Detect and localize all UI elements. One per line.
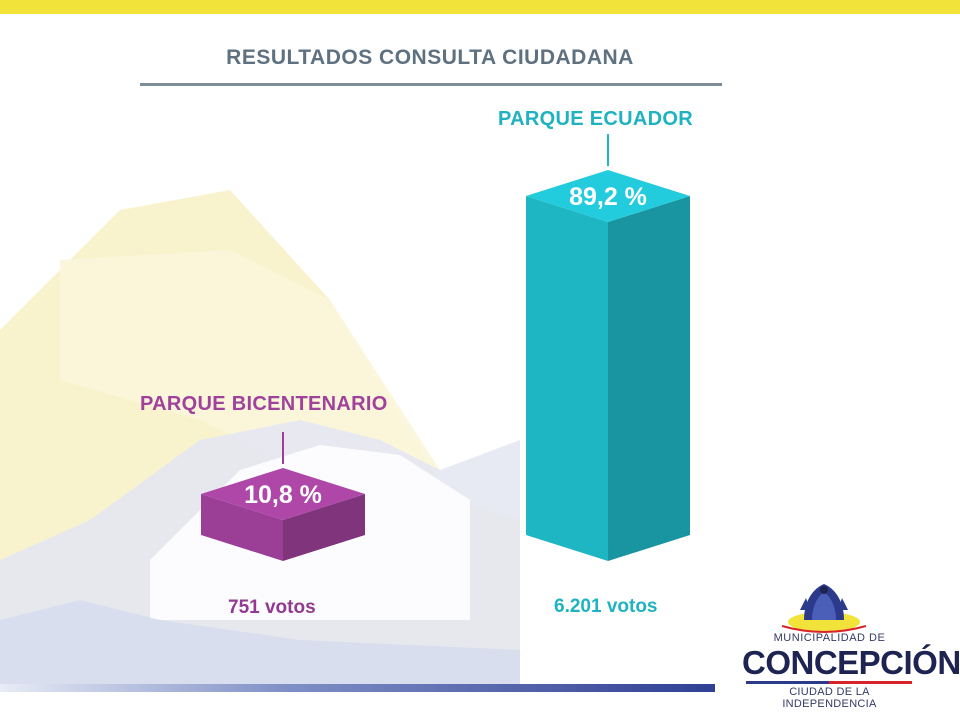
category-label-bicentenario: PARQUE BICENTENARIO [140, 393, 388, 415]
title-underline [140, 83, 722, 86]
bottom-accent-bar [0, 684, 715, 692]
logo-divider [746, 681, 912, 684]
top-accent-bar [0, 0, 960, 14]
bar-bicentenario: 10,8 % [201, 431, 365, 561]
logo-line-concepcion: CONCEPCIÓN [742, 644, 960, 681]
bar-value-label: 89,2 % [569, 183, 647, 211]
bar-left-face [201, 493, 283, 561]
votes-label-bicentenario: 751 votos [228, 597, 316, 618]
bar-right-face [283, 493, 365, 561]
bar-top-face [201, 467, 365, 520]
logo-line-independencia: CIUDAD DE LA INDEPENDENCIA [782, 686, 877, 710]
bar-ecuador: 89,2 % [526, 134, 690, 562]
chart-title: RESULTADOS CONSULTA CIUDADANA [226, 46, 634, 69]
bar-right-face [608, 196, 690, 562]
bg-hill-blue [0, 600, 520, 690]
logo-emblem-icon [781, 584, 867, 633]
logo-line-municipalidad: MUNICIPALIDAD DE [773, 632, 886, 644]
category-label-ecuador: PARQUE ECUADOR [498, 108, 693, 130]
bar-top-face [526, 170, 690, 223]
municipality-logo: MUNICIPALIDAD DE CONCEPCIÓN CIUDAD DE LA… [742, 580, 960, 710]
bar-left-face [526, 196, 608, 562]
bar-value-label: 10,8 % [244, 481, 322, 509]
votes-label-ecuador: 6.201 votos [554, 596, 658, 617]
bg-mountain-cream [60, 250, 440, 470]
